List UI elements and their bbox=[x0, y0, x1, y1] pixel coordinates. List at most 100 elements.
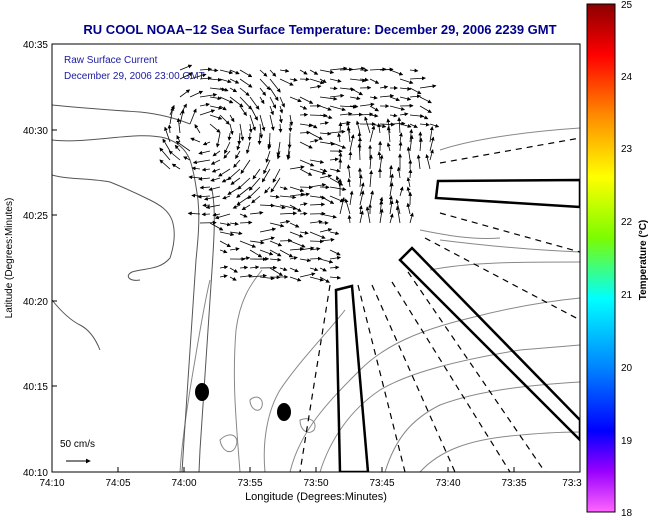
current-vector-arrow bbox=[369, 113, 379, 118]
station-marker bbox=[277, 403, 291, 421]
coastline bbox=[52, 104, 215, 472]
colorbar-ticks: 25 24 23 22 21 20 19 18 bbox=[621, 0, 633, 518]
current-vector-arrow bbox=[249, 249, 263, 258]
current-vector-arrow bbox=[329, 249, 341, 256]
current-vector-arrow bbox=[299, 130, 311, 135]
current-vector-arrow bbox=[355, 120, 361, 134]
current-vector-arrow bbox=[299, 105, 308, 110]
current-vector-arrow bbox=[219, 69, 234, 75]
current-vector-arrow bbox=[419, 84, 437, 89]
current-vector-arrow bbox=[229, 87, 238, 93]
current-vector-arrow bbox=[329, 255, 342, 260]
current-vector-arrow bbox=[239, 220, 253, 225]
current-vector-arrow bbox=[245, 141, 251, 154]
current-vector-arrow bbox=[309, 276, 324, 282]
current-vector-arrow bbox=[269, 87, 279, 102]
contour-line bbox=[419, 229, 501, 239]
bathymetry-contours bbox=[179, 127, 580, 472]
current-vector-arrow bbox=[379, 67, 394, 72]
current-vector-arrow bbox=[276, 150, 281, 160]
current-vector-arrow bbox=[249, 240, 265, 245]
current-vector-arrow bbox=[248, 123, 253, 134]
map-content bbox=[52, 64, 580, 472]
current-vector-arrow bbox=[397, 116, 402, 134]
current-vector-arrow bbox=[191, 166, 201, 171]
current-vector-arrow bbox=[329, 186, 347, 192]
current-vector-arrow bbox=[229, 247, 240, 252]
current-vector-arrow bbox=[259, 87, 267, 96]
overlay-label-line2: December 29, 2006 23:00 GMT bbox=[64, 71, 205, 82]
current-vector-arrow bbox=[359, 182, 365, 197]
current-vector-arrow bbox=[189, 108, 197, 125]
current-vector-arrow bbox=[289, 204, 302, 212]
current-vector-arrow bbox=[406, 176, 411, 188]
current-vector-arrow bbox=[279, 195, 297, 200]
current-vector-arrow bbox=[329, 265, 340, 270]
x-tick-label: 73:3 bbox=[562, 478, 582, 489]
current-vector-arrow bbox=[219, 96, 234, 104]
current-vector-arrow bbox=[249, 273, 267, 278]
current-vector-arrow bbox=[329, 105, 346, 112]
current-vector-arrow bbox=[212, 150, 221, 157]
current-vector-arrow bbox=[219, 231, 235, 237]
current-vector-arrow bbox=[272, 168, 281, 183]
x-tick-label: 73:50 bbox=[303, 478, 328, 489]
current-vector-arrow bbox=[289, 77, 298, 82]
current-vector-arrow bbox=[199, 67, 213, 72]
current-vector-arrow bbox=[249, 96, 260, 110]
coastline-segment bbox=[52, 104, 191, 125]
y-tick-label: 40:10 bbox=[23, 468, 48, 479]
contour-line bbox=[263, 309, 346, 472]
current-vector-arrow bbox=[386, 142, 391, 152]
current-vector-arrow bbox=[269, 194, 280, 199]
current-vector-arrow bbox=[329, 157, 339, 162]
current-vector-arrow bbox=[329, 231, 340, 236]
current-vector-arrow bbox=[309, 159, 325, 164]
current-vector-arrow bbox=[219, 87, 229, 92]
current-vector-arrow bbox=[409, 212, 414, 224]
current-vector-arrow bbox=[389, 69, 404, 76]
current-vector-arrow bbox=[406, 202, 411, 215]
current-vector-arrow bbox=[269, 267, 283, 276]
current-vector-arrow bbox=[289, 267, 299, 273]
current-vector-arrow bbox=[309, 219, 323, 224]
current-vector-arrow bbox=[164, 126, 171, 143]
current-vector-arrow bbox=[309, 256, 322, 261]
colorbar-tick-label: 19 bbox=[621, 436, 633, 447]
current-vector-arrow bbox=[289, 96, 302, 103]
current-vector-arrow bbox=[419, 96, 432, 104]
y-axis-label: Latitude (Degrees:Minutes) bbox=[4, 198, 15, 319]
y-tick-label: 40:20 bbox=[23, 297, 48, 308]
current-vector-arrow bbox=[406, 146, 411, 161]
current-vector-arrow bbox=[419, 122, 430, 127]
current-vector-arrow bbox=[278, 123, 283, 133]
scale-label: 50 cm/s bbox=[60, 439, 95, 450]
current-vector-arrow bbox=[299, 159, 315, 167]
current-vector-arrow bbox=[349, 134, 355, 152]
current-vector-arrow bbox=[224, 141, 231, 155]
current-vector-arrow bbox=[215, 132, 221, 148]
current-vector-arrow bbox=[171, 163, 181, 170]
current-vector-arrow bbox=[329, 177, 344, 186]
current-vector-arrow bbox=[399, 78, 414, 85]
current-vector-arrow bbox=[279, 78, 294, 86]
current-vector-arrow bbox=[289, 192, 306, 197]
current-vector-arrow bbox=[169, 106, 175, 125]
beam-polygon bbox=[334, 284, 370, 472]
current-vector-arrow bbox=[259, 236, 275, 242]
current-vector-arrow bbox=[339, 112, 353, 116]
current-vector-arrow bbox=[259, 114, 266, 132]
current-vector-arrow bbox=[409, 114, 425, 119]
contour-line bbox=[249, 396, 263, 411]
current-vectors bbox=[159, 64, 440, 283]
current-vector-arrow bbox=[174, 144, 181, 152]
current-vector-arrow bbox=[289, 222, 300, 228]
current-vector-arrow bbox=[359, 77, 369, 82]
current-vector-arrow bbox=[319, 267, 327, 272]
current-vector-arrow bbox=[286, 141, 291, 159]
x-tick-label: 73:35 bbox=[501, 478, 526, 489]
y-tick-label: 40:25 bbox=[23, 211, 48, 222]
current-vector-arrow bbox=[221, 177, 231, 183]
current-vector-arrow bbox=[346, 126, 351, 143]
